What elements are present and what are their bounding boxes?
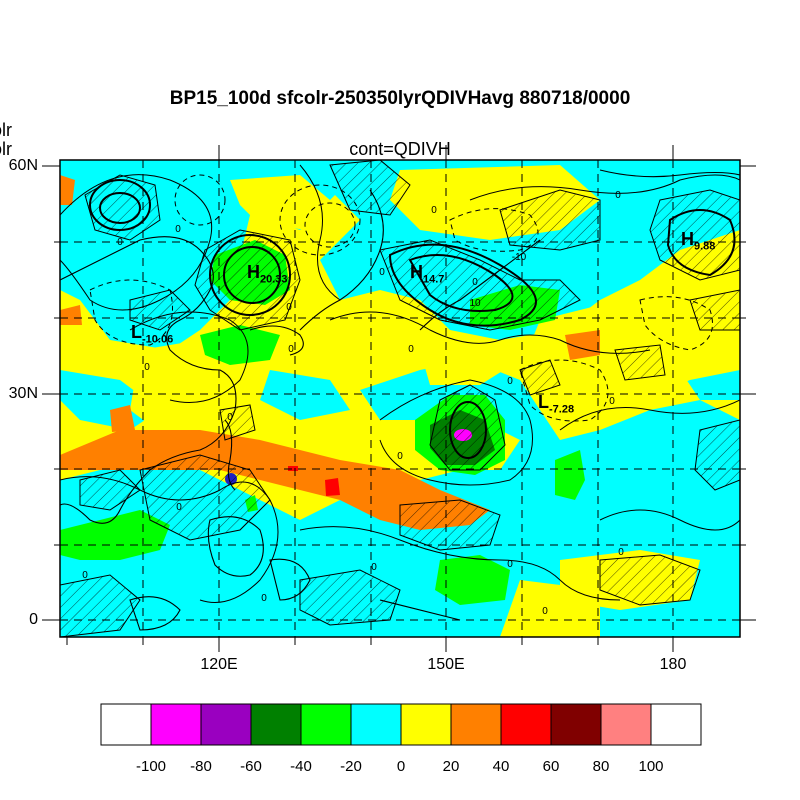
colorbar-label: 100 — [638, 758, 664, 775]
plot-subtitle: cont=QDIVH — [349, 139, 451, 159]
map-plot — [60, 160, 740, 637]
high-center-2: H14.7 — [410, 262, 445, 286]
colorbar-label: 40 — [492, 758, 510, 775]
contour-label: 0 — [175, 224, 181, 235]
colorbar-label: -60 — [240, 758, 262, 775]
colorbar-label: 0 — [396, 758, 406, 775]
map-frame — [59, 159, 741, 638]
contour-label: 0 — [82, 570, 88, 581]
low-center-2: L-7.28 — [538, 392, 575, 416]
high-center-1: H20.33 — [247, 262, 288, 286]
colorbar-swatch — [400, 703, 452, 746]
lon-label-150e: 150E — [427, 656, 465, 673]
olr-orange-regions — [60, 175, 600, 530]
left-label-2: olr — [0, 139, 13, 159]
coastlines — [60, 169, 740, 631]
contour-label: 10 — [469, 298, 481, 309]
colorbar-label: -100 — [135, 758, 167, 775]
zero-contours — [60, 164, 740, 603]
low-center-1: L-10.06 — [131, 322, 174, 346]
high-center-3: H9.88 — [681, 229, 716, 253]
svg-text:0: 0 — [371, 562, 377, 573]
contour-label: 0 — [176, 502, 182, 513]
colorbar-swatch — [450, 703, 502, 746]
graticule — [60, 160, 740, 637]
colorbar-swatch — [150, 703, 202, 746]
colorbar-label: 20 — [442, 758, 460, 775]
colorbar-swatch — [100, 703, 152, 746]
colorbar-label: -40 — [290, 758, 312, 775]
left-label-1: olr — [0, 120, 13, 140]
colorbar-swatch — [250, 703, 302, 746]
contour-label: -10 — [512, 252, 527, 263]
colorbar-swatch — [300, 703, 352, 746]
svg-text:0: 0 — [507, 559, 513, 570]
negative-contours — [89, 174, 713, 422]
colorbar-swatch — [600, 703, 652, 746]
contour-label: 0 — [397, 451, 403, 462]
colorbar-swatch — [500, 703, 552, 746]
contour-label: 0 — [431, 205, 437, 216]
contour-label: 0 — [408, 344, 414, 355]
contour-label: 0 — [609, 396, 615, 407]
colorbar-label: 60 — [542, 758, 560, 775]
lat-label-60n: 60N — [8, 157, 38, 174]
lon-label-120e: 120E — [200, 656, 238, 673]
contour-label: 0 — [227, 412, 233, 423]
colorbar-label: -20 — [340, 758, 362, 775]
contour-label: 0 — [615, 190, 621, 201]
contour-labels: 0 0 0 0 0 0 0 0 0 0 0 0 0 0 0 0 -10 10 — [82, 190, 621, 581]
colorbar-swatch — [550, 703, 602, 746]
lon-label-180: 180 — [659, 656, 687, 673]
lat-label-eq: 0 — [29, 611, 38, 628]
colorbar-swatch — [650, 703, 702, 746]
contour-label: 0 — [379, 267, 385, 278]
plot-title: BP15_100d sfcolr-250350lyrQDIVHavg 88071… — [169, 88, 631, 109]
colorbar-swatch — [350, 703, 402, 746]
svg-text:0: 0 — [261, 593, 267, 604]
colorbar-label: 80 — [592, 758, 610, 775]
contour-label: 0 — [288, 344, 294, 355]
contour-label: 0 — [117, 237, 123, 248]
positive-contours — [89, 179, 736, 459]
svg-text:0: 0 — [542, 606, 548, 617]
svg-text:0: 0 — [618, 547, 624, 558]
contour-label: 0 — [286, 302, 292, 313]
hatched-regions — [60, 160, 740, 637]
axis-ticks — [42, 145, 756, 652]
lat-label-30n: 30N — [8, 385, 38, 402]
colorbar-swatch — [200, 703, 252, 746]
colorbar-label: -80 — [190, 758, 212, 775]
contour-label: 0 — [144, 362, 150, 373]
contour-label: 0 — [472, 277, 478, 288]
contour-label: 0 — [507, 376, 513, 387]
